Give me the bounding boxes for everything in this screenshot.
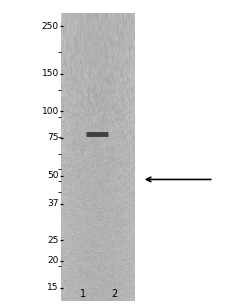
Text: 75: 75: [47, 134, 59, 142]
Text: 250: 250: [42, 21, 59, 31]
Text: 50: 50: [47, 171, 59, 180]
Text: 100: 100: [42, 107, 59, 116]
Text: 25: 25: [47, 235, 59, 245]
Text: kDa: kDa: [37, 0, 58, 2]
Text: 150: 150: [42, 69, 59, 78]
Text: 2: 2: [112, 289, 118, 299]
Text: 1: 1: [80, 289, 86, 299]
Text: 20: 20: [47, 256, 59, 265]
Text: 37: 37: [47, 199, 59, 208]
Text: 15: 15: [47, 283, 59, 292]
